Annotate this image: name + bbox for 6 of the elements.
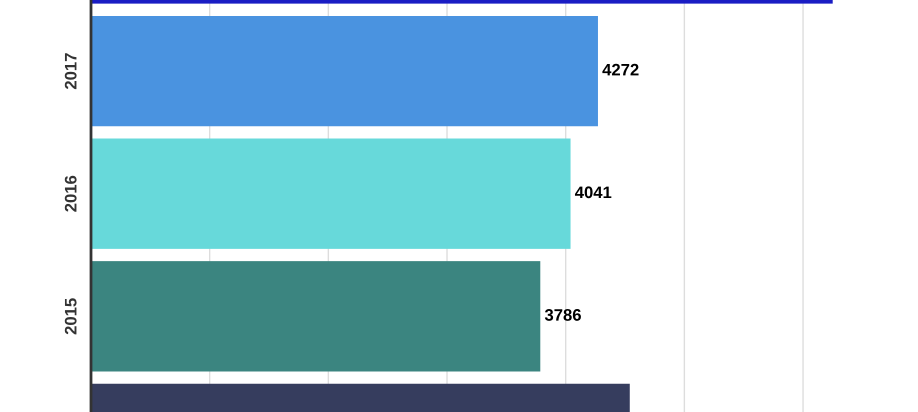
y-tick-label: 2015 (64, 298, 77, 334)
data-label: 3786 (544, 309, 581, 321)
y-tick-label: 2017 (64, 53, 77, 90)
data-label: 4041 (574, 186, 612, 198)
data-label: 4272 (602, 64, 639, 76)
y-tick-label: 2016 (64, 176, 77, 212)
